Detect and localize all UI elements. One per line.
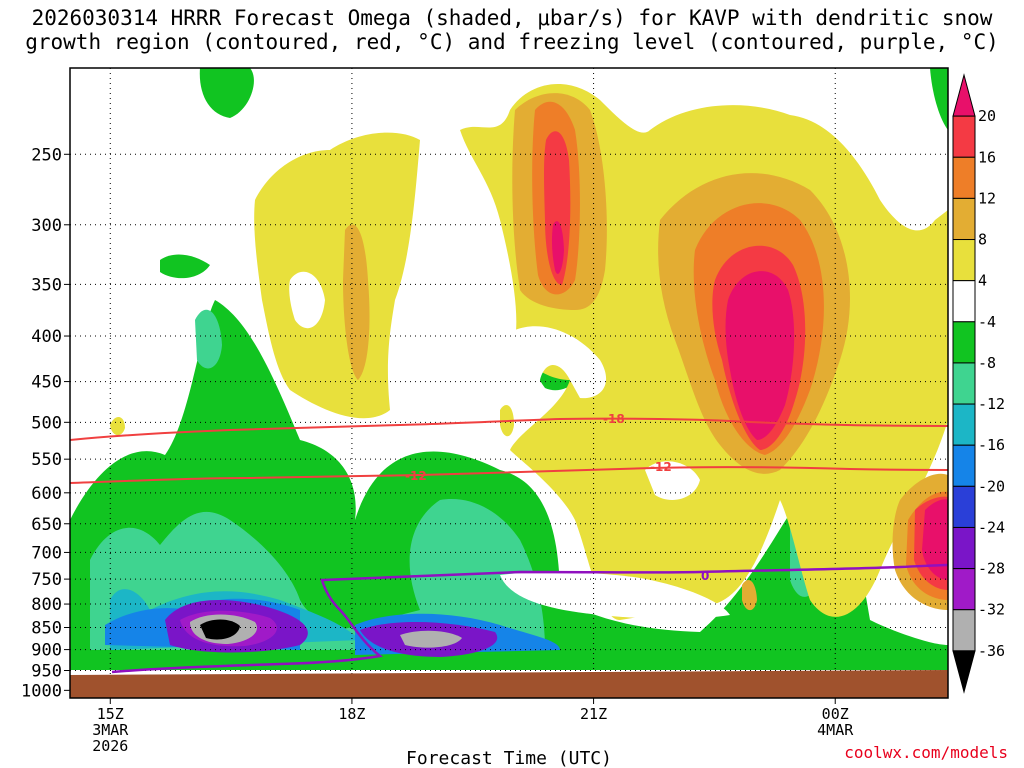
colorbar-segment xyxy=(952,280,976,323)
colorbar-segment xyxy=(952,444,976,487)
title-line-2: growth region (contoured, red, °C) and f… xyxy=(25,30,999,54)
colorbar-segment xyxy=(952,485,976,528)
y-tick-label: 900 xyxy=(31,641,62,661)
y-tick-label: 600 xyxy=(31,484,62,504)
colorbar-segment xyxy=(952,650,976,694)
colorbar-segment xyxy=(952,403,976,446)
credit-text: coolwx.com/models xyxy=(844,743,1008,762)
contour-label-minus12: -12 xyxy=(405,469,427,483)
colorbar-segment xyxy=(952,73,976,117)
colorbar-segment xyxy=(952,197,976,241)
colorbar-segment xyxy=(952,115,976,158)
y-tick-label: 750 xyxy=(31,570,62,590)
title-line-1: 2026030314 HRRR Forecast Omega (shaded, … xyxy=(31,6,993,30)
contour-label-minus18: -18 xyxy=(603,412,625,426)
omega-region-green-top xyxy=(199,68,254,118)
x-tick-label: 3MAR xyxy=(92,721,129,739)
colorbar-segment xyxy=(952,321,976,364)
x-tick-label: 18Z xyxy=(338,705,365,723)
colorbar-label: -28 xyxy=(978,560,1005,578)
omega-shading xyxy=(70,68,948,670)
omega-region-gray-mid xyxy=(400,630,462,648)
y-tick-label: 400 xyxy=(31,327,62,347)
omega-region-teal-upper xyxy=(195,309,222,369)
colorbar-label: 4 xyxy=(978,272,987,290)
grid-lines xyxy=(70,68,948,698)
ground xyxy=(70,670,948,698)
omega-region-green-lowlevel xyxy=(70,300,948,670)
colorbar-label: 20 xyxy=(978,107,996,125)
colorbar-label: -20 xyxy=(978,477,1005,495)
y-tick-label: 1000 xyxy=(21,681,62,701)
colorbar-label: -16 xyxy=(978,436,1005,454)
x-tick-label: 15Z xyxy=(97,705,124,723)
y-tick-label: 800 xyxy=(31,595,62,615)
omega-region-white-hole4 xyxy=(500,572,730,619)
omega-region-green-small xyxy=(160,254,210,279)
y-tick-label: 250 xyxy=(31,145,62,165)
colorbar-segment xyxy=(952,362,976,405)
colorbar-label: -24 xyxy=(978,518,1005,536)
colorbar-label: -12 xyxy=(978,395,1005,413)
y-tick-label: 650 xyxy=(31,515,62,535)
contour-minus12 xyxy=(70,466,948,484)
x-axis: 15Z3MAR202618Z21Z00Z4MAR03Z06Z xyxy=(92,698,854,755)
omega-region-gold-small xyxy=(742,580,757,611)
colorbar-label: -4 xyxy=(978,313,996,331)
x-tick-label: 4MAR xyxy=(817,721,854,739)
colorbar-label: 8 xyxy=(978,231,987,249)
colorbar-segment xyxy=(952,526,976,570)
omega-region-gold-left xyxy=(343,224,370,380)
x-tick-label: 00Z xyxy=(822,705,849,723)
colorbar-segment xyxy=(952,568,976,611)
y-tick-label: 700 xyxy=(31,543,62,563)
y-tick-label: 850 xyxy=(31,618,62,638)
colorbar-segment xyxy=(952,239,976,282)
y-tick-label: 350 xyxy=(31,275,62,295)
omega-region-white-hole3 xyxy=(645,461,700,500)
contour-zero xyxy=(111,563,948,674)
omega-region-white-hole2 xyxy=(515,326,607,399)
colorbar-label: 12 xyxy=(978,189,996,207)
contour-label-zero: 0 xyxy=(701,569,709,583)
colorbar-label: 16 xyxy=(978,148,996,166)
contours: -18 -12 -12 0 xyxy=(70,412,948,674)
y-tick-label: 550 xyxy=(31,450,62,470)
y-tick-label: 450 xyxy=(31,373,62,393)
y-tick-label: 300 xyxy=(31,216,62,236)
omega-region-green-corner xyxy=(930,68,948,130)
colorbar-segment xyxy=(952,156,976,199)
omega-region-magenta-00z xyxy=(551,221,564,274)
colorbar-label: -36 xyxy=(978,642,1005,660)
colorbar-segment xyxy=(952,609,976,652)
y-axis: 250 300 350 400 450 500 550 600 650 700 750 800 850 9… xyxy=(21,145,70,701)
omega-region-white-hole xyxy=(289,271,325,329)
x-tick-label: 2026 xyxy=(92,737,128,755)
contour-label-minus12-b: -12 xyxy=(650,460,672,474)
colorbar: 20 16 12 8 4 -4 -8 -12 -16 -20 -24 -28 -32 -36 xyxy=(952,73,1005,694)
omega-region-magenta-03z xyxy=(725,271,795,440)
x-axis-label: Forecast Time (UTC) xyxy=(406,748,612,768)
omega-region-yellow-small xyxy=(110,417,125,436)
omega-region-magenta-right xyxy=(922,499,948,580)
colorbar-label: -8 xyxy=(978,354,996,372)
plot-frame xyxy=(69,67,949,699)
x-tick-label: 21Z xyxy=(580,705,607,723)
omega-region-yellow-left xyxy=(254,132,420,419)
colorbar-label: -32 xyxy=(978,601,1005,619)
contour-minus18 xyxy=(70,417,948,441)
y-tick-label: 950 xyxy=(31,662,62,682)
omega-region-black xyxy=(200,619,240,640)
y-tick-label: 500 xyxy=(31,413,62,433)
chart-title: 2026030314 HRRR Forecast Omega (shaded, … xyxy=(0,6,1024,54)
